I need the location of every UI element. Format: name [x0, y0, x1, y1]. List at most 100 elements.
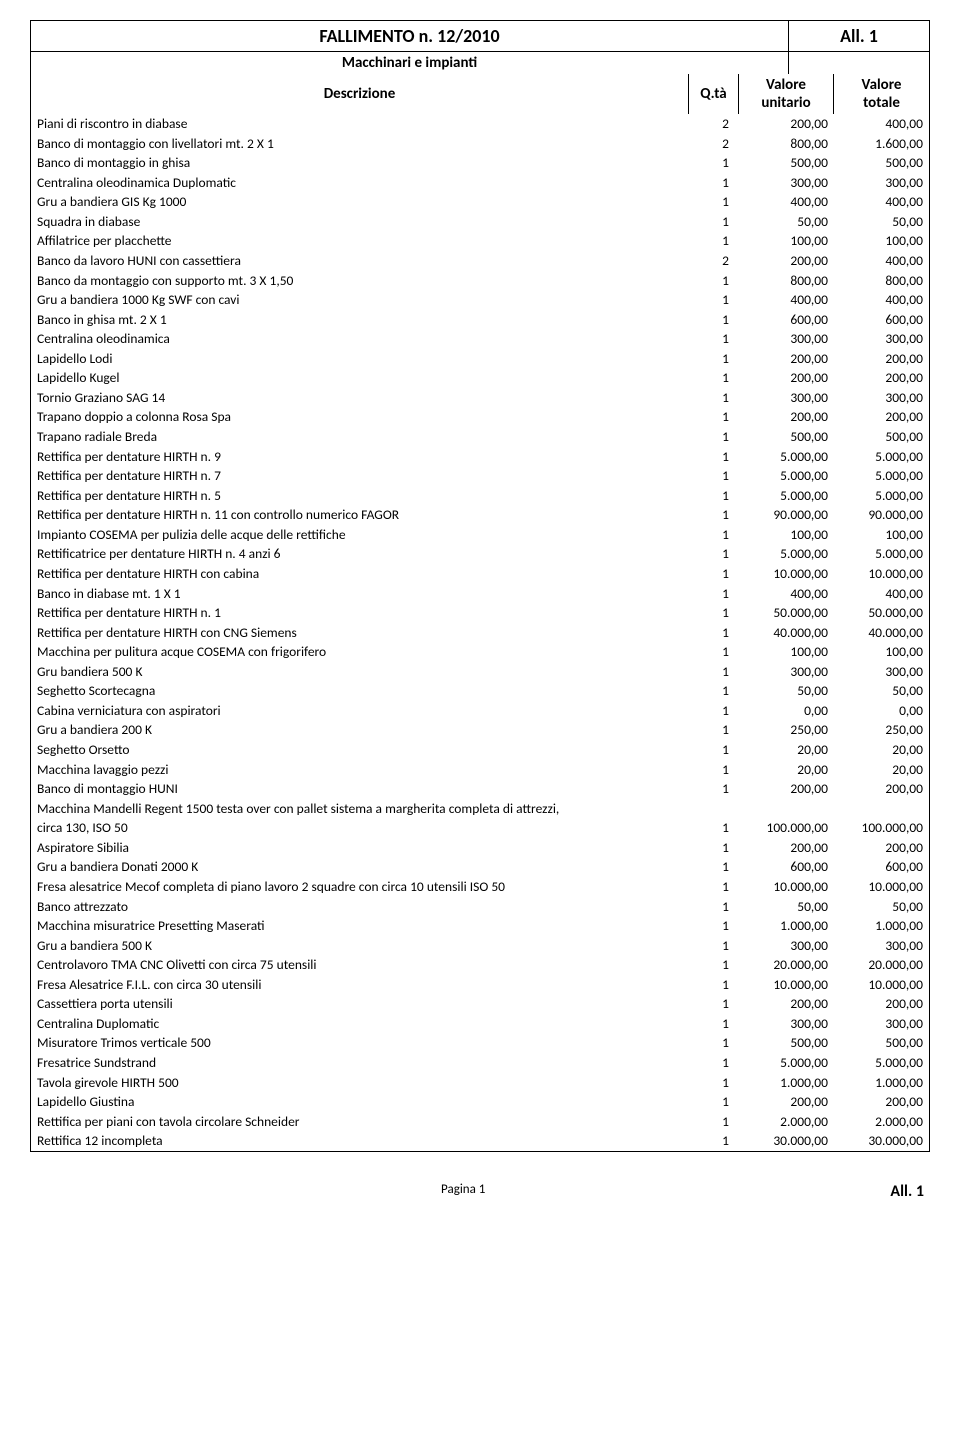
- cell-valore-unitario: 200,00: [739, 349, 834, 369]
- cell-valore-totale: 400,00: [834, 584, 929, 604]
- col-header-vt-line1: Valore: [838, 76, 925, 94]
- cell-valore-unitario: 100,00: [739, 642, 834, 662]
- table-row: Misuratore Trimos verticale 5001500,0050…: [31, 1033, 929, 1053]
- table-row: Banco attrezzato150,0050,00: [31, 897, 929, 917]
- cell-valore-unitario: 250,00: [739, 720, 834, 740]
- table-row: Rettifica per dentature HIRTH con cabina…: [31, 564, 929, 584]
- cell-descrizione: Tornio Graziano SAG 14: [31, 388, 689, 408]
- cell-valore-totale: 50,00: [834, 897, 929, 917]
- cell-descrizione: Gru a bandiera Donati 2000 K: [31, 857, 689, 877]
- cell-valore-totale: 0,00: [834, 701, 929, 721]
- cell-valore-totale: 800,00: [834, 271, 929, 291]
- table-row: Rettifica per dentature HIRTH con CNG Si…: [31, 623, 929, 643]
- cell-qta: 1: [689, 231, 739, 251]
- cell-valore-totale: 50.000,00: [834, 603, 929, 623]
- cell-qta: 1: [689, 329, 739, 349]
- cell-qta: 1: [689, 505, 739, 525]
- cell-descrizione: Piani di riscontro in diabase: [31, 114, 689, 134]
- table-row: Tornio Graziano SAG 141300,00300,00: [31, 388, 929, 408]
- cell-qta: 1: [689, 407, 739, 427]
- cell-qta: 1: [689, 584, 739, 604]
- cell-valore-totale: 200,00: [834, 349, 929, 369]
- cell-qta: 1: [689, 955, 739, 975]
- cell-qta: 1: [689, 349, 739, 369]
- cell-descrizione: Rettifica 12 incompleta: [31, 1131, 689, 1151]
- table-row: Banco in ghisa mt. 2 X 11600,00600,00: [31, 310, 929, 330]
- table-row: Fresa Alesatrice F.I.L. con circa 30 ute…: [31, 975, 929, 995]
- table-row: Banco di montaggio in ghisa1500,00500,00: [31, 153, 929, 173]
- cell-valore-totale: 100,00: [834, 525, 929, 545]
- table-row: Fresa alesatrice Mecof completa di piano…: [31, 877, 929, 897]
- cell-descrizione: Centralina oleodinamica Duplomatic: [31, 173, 689, 193]
- cell-qta: 1: [689, 916, 739, 936]
- cell-qta: 1: [689, 838, 739, 858]
- table-row: circa 130, ISO 501100.000,00100.000,00: [31, 818, 929, 838]
- page-footer: Pagina 1 All. 1: [30, 1152, 930, 1201]
- table-row: Banco in diabase mt. 1 X 11400,00400,00: [31, 584, 929, 604]
- cell-descrizione: Gru bandiera 500 K: [31, 662, 689, 682]
- cell-valore-totale: 1.000,00: [834, 916, 929, 936]
- cell-descrizione: Banco attrezzato: [31, 897, 689, 917]
- cell-valore-unitario: 10.000,00: [739, 877, 834, 897]
- cell-valore-totale: 1.600,00: [834, 134, 929, 154]
- cell-qta: 2: [689, 114, 739, 134]
- cell-valore-totale: 100,00: [834, 642, 929, 662]
- cell-qta: 1: [689, 857, 739, 877]
- table-row: Centralina Duplomatic1300,00300,00: [31, 1014, 929, 1034]
- table-row: Rettifica per dentature HIRTH n. 915.000…: [31, 447, 929, 467]
- cell-qta: 1: [689, 173, 739, 193]
- cell-valore-unitario: 20.000,00: [739, 955, 834, 975]
- table-row: Rettifica per dentature HIRTH n. 715.000…: [31, 466, 929, 486]
- cell-descrizione: Gru a bandiera GIS Kg 1000: [31, 192, 689, 212]
- cell-valore-unitario: 1.000,00: [739, 1073, 834, 1093]
- table-header: Descrizione Q.tà Valore unitario Valore …: [31, 74, 929, 114]
- cell-valore-totale: 200,00: [834, 994, 929, 1014]
- cell-valore-unitario: 20,00: [739, 740, 834, 760]
- cell-valore-totale: 1.000,00: [834, 1073, 929, 1093]
- cell-descrizione: Banco di montaggio in ghisa: [31, 153, 689, 173]
- cell-descrizione: Gru a bandiera 500 K: [31, 936, 689, 956]
- cell-valore-unitario: 2.000,00: [739, 1112, 834, 1132]
- title-row: FALLIMENTO n. 12/2010 All. 1: [31, 21, 929, 52]
- cell-descrizione: Affilatrice per placchette: [31, 231, 689, 251]
- cell-qta: 1: [689, 720, 739, 740]
- cell-descrizione: Tavola girevole HIRTH 500: [31, 1073, 689, 1093]
- cell-valore-unitario: 90.000,00: [739, 505, 834, 525]
- document-allegato: All. 1: [789, 21, 929, 51]
- cell-valore-unitario: 400,00: [739, 290, 834, 310]
- cell-valore-unitario: 100.000,00: [739, 818, 834, 838]
- cell-valore-unitario: 1.000,00: [739, 916, 834, 936]
- cell-valore-totale: 20,00: [834, 740, 929, 760]
- cell-valore-totale: 300,00: [834, 936, 929, 956]
- cell-valore-totale: 400,00: [834, 192, 929, 212]
- cell-qta: 1: [689, 603, 739, 623]
- cell-valore-unitario: 600,00: [739, 310, 834, 330]
- table-row: Rettifica per piani con tavola circolare…: [31, 1112, 929, 1132]
- cell-valore-totale: 5.000,00: [834, 544, 929, 564]
- cell-valore-unitario: 600,00: [739, 857, 834, 877]
- cell-qta: 1: [689, 897, 739, 917]
- cell-valore-totale: 300,00: [834, 329, 929, 349]
- cell-valore-totale: 300,00: [834, 173, 929, 193]
- cell-valore-totale: 40.000,00: [834, 623, 929, 643]
- cell-descrizione: Banco di montaggio HUNI: [31, 779, 689, 799]
- cell-descrizione: Lapidello Kugel: [31, 368, 689, 388]
- cell-valore-unitario: 300,00: [739, 388, 834, 408]
- cell-descrizione: Rettifica per dentature HIRTH n. 9: [31, 447, 689, 467]
- cell-descrizione: Rettifica per piani con tavola circolare…: [31, 1112, 689, 1132]
- col-header-vu-line1: Valore: [743, 76, 829, 94]
- cell-valore-totale: 400,00: [834, 251, 929, 271]
- cell-valore-totale: 600,00: [834, 310, 929, 330]
- cell-qta: 1: [689, 779, 739, 799]
- cell-descrizione: Macchina Mandelli Regent 1500 testa over…: [31, 799, 689, 819]
- table-row: Banco di montaggio con livellatori mt. 2…: [31, 134, 929, 154]
- cell-descrizione: Rettifica per dentature HIRTH con CNG Si…: [31, 623, 689, 643]
- cell-qta: 1: [689, 486, 739, 506]
- cell-descrizione: Fresatrice Sundstrand: [31, 1053, 689, 1073]
- cell-valore-totale: 400,00: [834, 290, 929, 310]
- cell-descrizione: circa 130, ISO 50: [31, 818, 689, 838]
- cell-descrizione: Impianto COSEMA per pulizia delle acque …: [31, 525, 689, 545]
- cell-valore-totale: 200,00: [834, 368, 929, 388]
- cell-valore-unitario: 300,00: [739, 329, 834, 349]
- cell-qta: 1: [689, 681, 739, 701]
